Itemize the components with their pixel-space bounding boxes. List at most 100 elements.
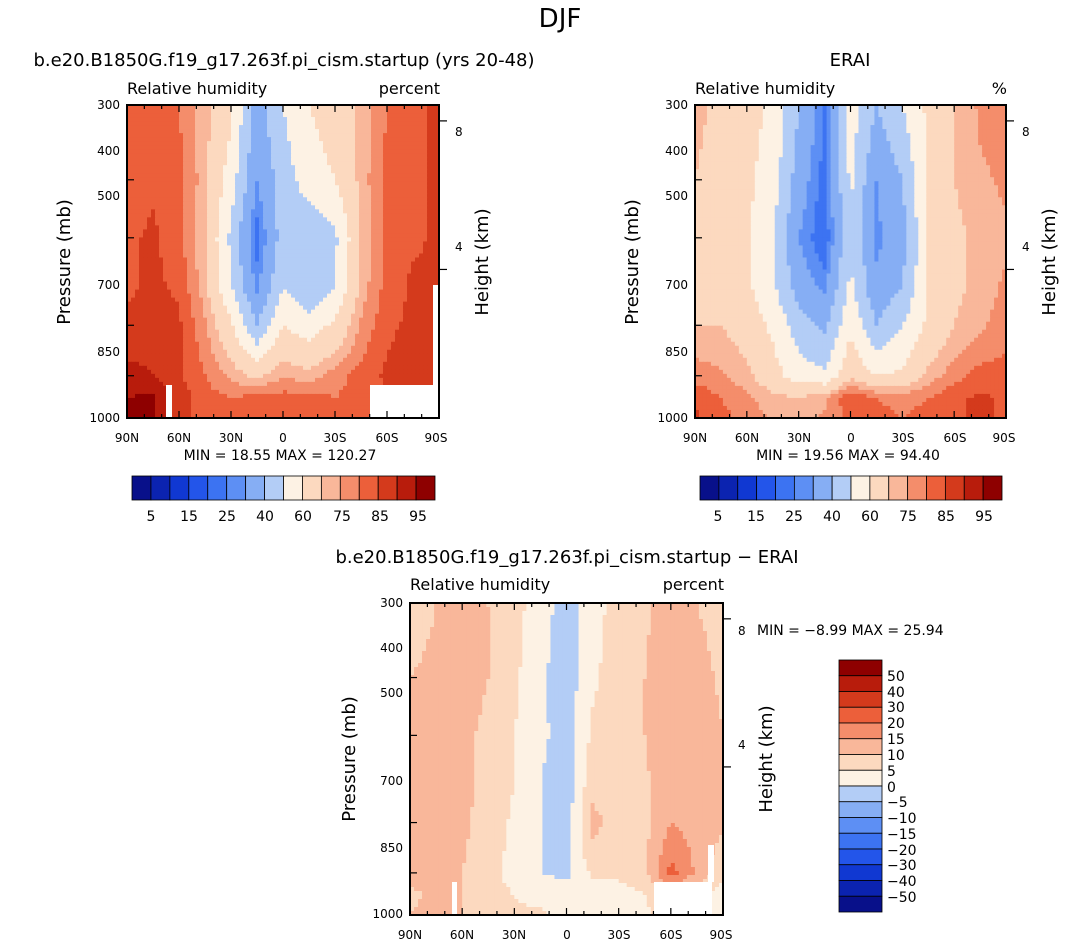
heatmap-cell xyxy=(391,185,396,190)
heatmap-cell xyxy=(315,157,320,162)
heatmap-cell xyxy=(331,321,336,327)
heatmap-cell xyxy=(171,145,176,150)
heatmap-cell xyxy=(411,317,416,323)
heatmap-cell xyxy=(347,277,352,283)
heatmap-cell xyxy=(235,233,240,239)
heatmap-cell xyxy=(239,357,244,363)
heatmap-cell xyxy=(275,317,280,323)
heatmap-cell xyxy=(399,245,404,251)
heatmap-cell xyxy=(307,225,312,230)
heatmap-cell xyxy=(395,265,400,271)
heatmap-cell xyxy=(307,109,312,114)
heatmap-cell xyxy=(383,341,388,347)
heatmap-cell xyxy=(351,277,356,283)
heatmap-cell xyxy=(275,277,280,283)
heatmap-cell xyxy=(371,241,376,247)
heatmap-cell xyxy=(419,277,424,283)
heatmap-cell xyxy=(295,161,300,166)
heatmap-cell xyxy=(271,149,276,154)
heatmap-cell xyxy=(159,177,164,182)
heatmap-cell xyxy=(303,149,308,154)
heatmap-cell xyxy=(355,209,360,214)
heatmap-cell xyxy=(191,121,196,126)
heatmap-cell xyxy=(167,297,172,303)
heatmap-cell xyxy=(191,137,196,142)
heatmap-cell xyxy=(351,145,356,150)
heatmap-cell xyxy=(311,285,316,291)
heatmap-cell xyxy=(287,261,292,267)
heatmap-cell xyxy=(363,261,368,267)
heatmap-cell xyxy=(355,141,360,146)
heatmap-cell xyxy=(159,145,164,150)
heatmap-cell xyxy=(303,249,308,255)
heatmap-cell xyxy=(199,145,204,150)
heatmap-cell xyxy=(291,345,296,351)
heatmap-cell xyxy=(131,321,136,327)
heatmap-cell xyxy=(235,153,240,158)
heatmap-cell xyxy=(379,141,384,146)
heatmap-cell xyxy=(359,333,364,339)
heatmap-cell xyxy=(431,185,436,190)
heatmap-cell xyxy=(263,305,268,311)
heatmap-cell xyxy=(355,241,360,247)
heatmap-cell xyxy=(279,165,284,170)
heatmap-cell xyxy=(419,209,424,214)
heatmap-cell xyxy=(203,153,208,158)
heatmap-cell xyxy=(243,333,248,339)
heatmap-cell xyxy=(287,341,292,347)
heatmap-cell xyxy=(283,277,288,283)
heatmap-cell xyxy=(203,193,208,198)
heatmap-cell xyxy=(247,297,252,303)
heatmap-cell xyxy=(347,317,352,323)
heatmap-cell xyxy=(167,137,172,142)
heatmap-cell xyxy=(287,253,292,259)
heatmap-cell xyxy=(367,257,372,263)
heatmap-cell xyxy=(279,153,284,158)
heatmap-cell xyxy=(127,265,132,271)
heatmap-cell xyxy=(215,357,220,363)
heatmap-cell xyxy=(171,233,176,239)
heatmap-cell xyxy=(163,165,168,170)
heatmap-cell xyxy=(127,117,132,122)
heatmap-cell xyxy=(243,125,248,130)
heatmap-cell xyxy=(203,205,208,210)
heatmap-cell xyxy=(255,121,260,126)
heatmap-cell xyxy=(295,221,300,226)
heatmap-cell xyxy=(391,245,396,251)
heatmap-cell xyxy=(191,261,196,267)
heatmap-cell xyxy=(391,165,396,170)
heatmap-cell xyxy=(175,129,180,134)
heatmap-cell xyxy=(203,113,208,118)
heatmap-cell xyxy=(211,125,216,130)
heatmap-cell xyxy=(423,261,428,267)
heatmap-cell xyxy=(147,133,152,138)
heatmap-cell xyxy=(171,321,176,327)
heatmap-cell xyxy=(415,337,420,343)
heatmap-cell xyxy=(179,229,184,235)
heatmap-cell xyxy=(403,125,408,130)
heatmap-cell xyxy=(327,261,332,267)
heatmap-cell xyxy=(175,305,180,311)
heatmap-cell xyxy=(279,157,284,162)
heatmap-cell xyxy=(127,109,132,114)
heatmap-cell xyxy=(375,233,380,239)
heatmap-cell xyxy=(167,125,172,130)
heatmap-cell xyxy=(415,141,420,146)
heatmap-cell xyxy=(179,169,184,174)
heatmap-cell xyxy=(339,161,344,166)
heatmap-cell xyxy=(223,121,228,126)
heatmap-cell xyxy=(299,269,304,275)
heatmap-cell xyxy=(331,105,336,110)
heatmap-cell xyxy=(371,321,376,327)
heatmap-cell xyxy=(283,197,288,202)
heatmap-cell xyxy=(407,293,412,299)
heatmap-cell xyxy=(423,281,428,287)
heatmap-cell xyxy=(195,277,200,283)
heatmap-cell xyxy=(143,113,148,118)
heatmap-cell xyxy=(327,185,332,190)
heatmap-cell xyxy=(411,205,416,210)
heatmap-cell xyxy=(391,357,396,363)
heatmap-cell xyxy=(227,309,232,315)
heatmap-cell xyxy=(391,193,396,198)
heatmap-cell xyxy=(283,129,288,134)
